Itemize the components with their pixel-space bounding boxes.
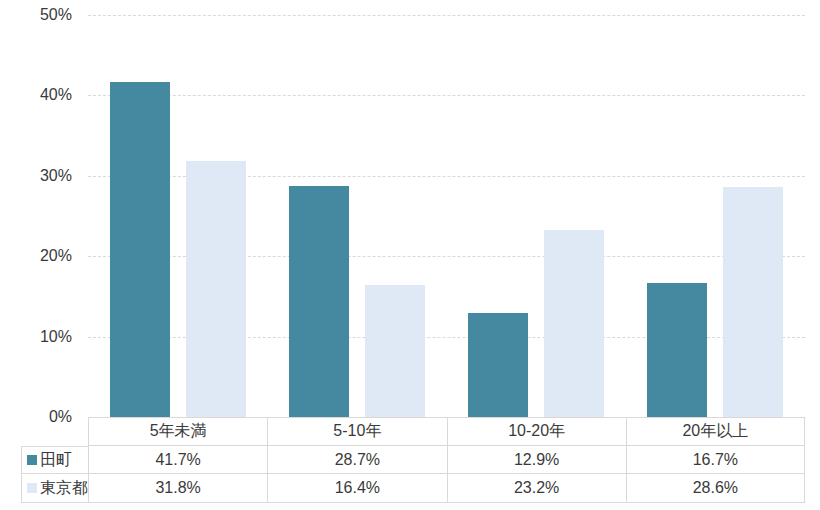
legend-swatch bbox=[27, 455, 37, 465]
bar-series1-cat3 bbox=[468, 313, 528, 417]
series-name: 田町 bbox=[40, 450, 72, 471]
category-header-cell: 20年以上 bbox=[626, 417, 805, 446]
value-cell: 16.7% bbox=[626, 446, 805, 474]
category-header-cell: 10-20年 bbox=[447, 417, 626, 446]
value-cell: 31.8% bbox=[88, 474, 267, 503]
value-cell: 23.2% bbox=[447, 474, 626, 503]
y-axis-tick-label: 20% bbox=[18, 245, 72, 267]
legend-swatch bbox=[27, 483, 37, 493]
bar-series1-cat4 bbox=[647, 283, 707, 417]
row-label-cell: 東京都 bbox=[21, 474, 88, 503]
series-name: 東京都 bbox=[40, 478, 88, 499]
y-axis-tick-label: 10% bbox=[18, 326, 72, 348]
plot-area bbox=[88, 15, 805, 417]
gridline bbox=[88, 15, 805, 16]
bar-series2-cat1 bbox=[186, 161, 246, 417]
category-header-cell: 5-10年 bbox=[267, 417, 446, 446]
data-table: 5年未満5-10年10-20年20年以上田町 41.7%28.7%12.9%16.… bbox=[21, 417, 805, 503]
bar-series1-cat1 bbox=[110, 82, 170, 417]
y-axis-tick-label: 0% bbox=[18, 406, 72, 428]
value-cell: 28.7% bbox=[267, 446, 446, 474]
grouped-bar-chart-with-data-table: 5年未満5-10年10-20年20年以上田町 41.7%28.7%12.9%16.… bbox=[0, 0, 820, 510]
bar-series2-cat2 bbox=[365, 285, 425, 417]
category-header-cell: 5年未満 bbox=[88, 417, 267, 446]
bar-series2-cat4 bbox=[723, 187, 783, 417]
value-cell: 41.7% bbox=[88, 446, 267, 474]
row-label-cell: 田町 bbox=[21, 446, 88, 474]
gridline bbox=[88, 95, 805, 96]
bar-series2-cat3 bbox=[544, 230, 604, 417]
y-axis-tick-label: 30% bbox=[18, 165, 72, 187]
value-cell: 28.6% bbox=[626, 474, 805, 503]
y-axis-tick-label: 50% bbox=[18, 4, 72, 26]
bar-series1-cat2 bbox=[289, 186, 349, 417]
value-cell: 12.9% bbox=[447, 446, 626, 474]
y-axis-tick-label: 40% bbox=[18, 84, 72, 106]
value-cell: 16.4% bbox=[267, 474, 446, 503]
